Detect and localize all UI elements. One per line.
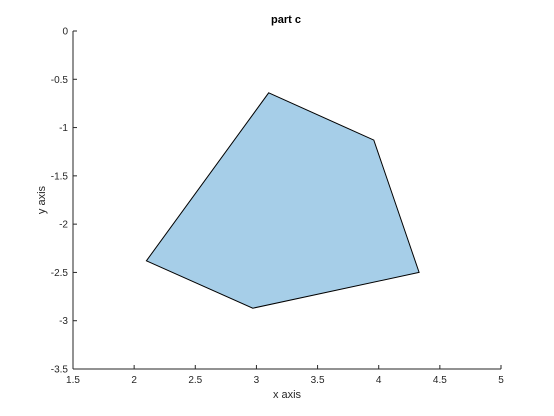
y-tick-label: 0: [62, 27, 68, 38]
x-tick-label: 2: [131, 375, 137, 386]
x-tick-label: 3: [254, 375, 260, 386]
x-axis-label: x axis: [273, 389, 302, 401]
y-tick-label: -2: [59, 220, 68, 231]
y-tick-label: -1.5: [51, 171, 69, 182]
y-tick-label: -2.5: [51, 268, 69, 279]
y-axis-label: y axis: [36, 185, 48, 214]
x-tick-label: 3.5: [311, 375, 325, 386]
x-tick-label: 4.5: [433, 375, 447, 386]
data-polygon: [145, 92, 420, 309]
y-tick-label: -3.5: [51, 365, 69, 376]
chart-title: part c: [271, 14, 301, 26]
plot-area: [145, 92, 420, 309]
y-tick-label: -0.5: [51, 75, 69, 86]
y-axis-ticks: 0 -0.5 -1 -1.5 -2 -2.5 -3 -3.5: [51, 27, 77, 376]
x-tick-label: 5: [498, 375, 504, 386]
y-tick-label: -1: [59, 123, 68, 134]
x-axis-ticks: 1.5 2 2.5 3 3.5 4 4.5 5: [66, 365, 504, 386]
x-tick-label: 2.5: [188, 375, 202, 386]
x-tick-label: 4: [376, 375, 382, 386]
x-tick-label: 1.5: [66, 375, 80, 386]
y-tick-label: -3: [59, 316, 68, 327]
